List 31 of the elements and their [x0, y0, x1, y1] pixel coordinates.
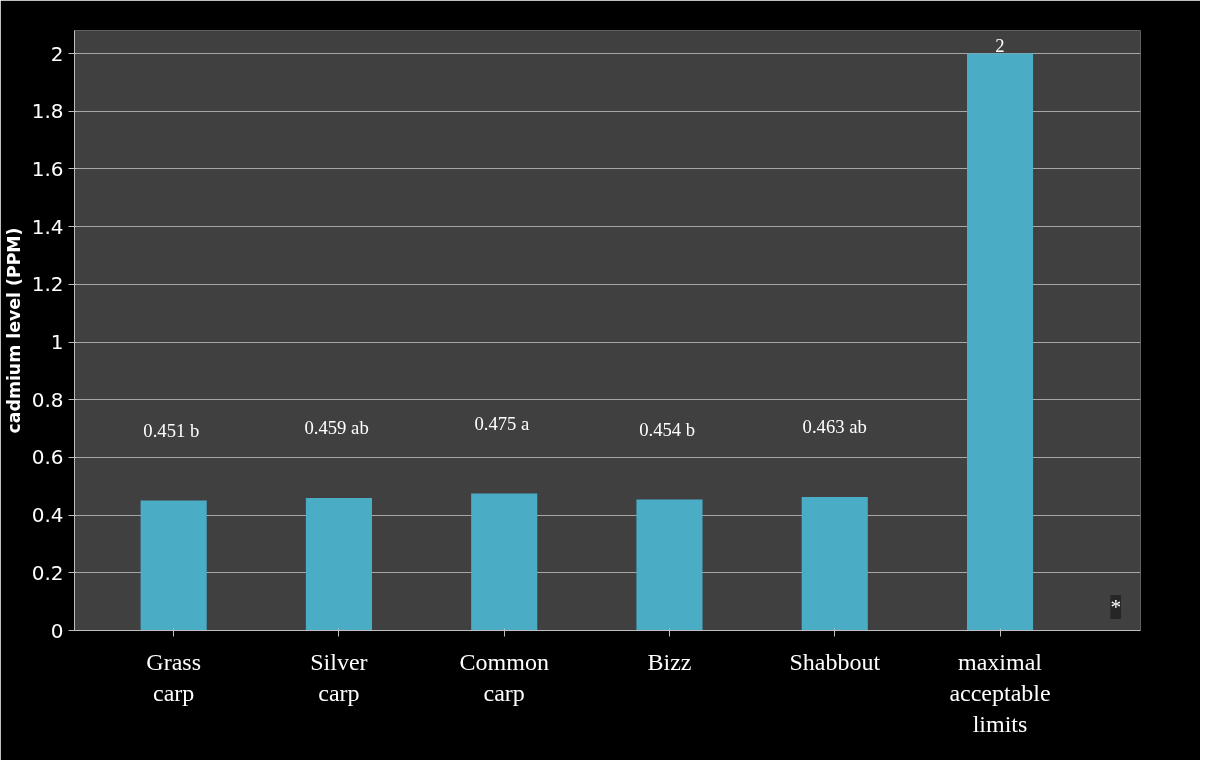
y-tick-label: 1.4 [31, 214, 64, 239]
annotation: * [1110, 594, 1122, 619]
x-tick-label: Shabbout [789, 648, 881, 675]
bar [471, 493, 538, 631]
x-tick-label: Common carp [459, 648, 549, 706]
y-tick-label: 2 [50, 41, 64, 66]
y-tick-label: 0 [50, 618, 64, 643]
y-tick-label: 1.8 [31, 99, 64, 124]
bar [305, 498, 372, 631]
y-tick-label: 1.6 [31, 156, 64, 181]
bar [966, 53, 1034, 631]
y-tick-label: 0.4 [31, 503, 64, 528]
data-label: 0.463 ab [802, 416, 867, 438]
x-tick-label: Silver carp [310, 648, 368, 706]
data-label: 0.454 b [639, 418, 696, 440]
y-axis-title: cadmium level (PPM) [3, 227, 24, 434]
x-tick-label: Grass carp [146, 648, 201, 706]
y-tick-label: 0.6 [31, 445, 64, 470]
y-tick-label: 1 [50, 330, 64, 355]
y-tick-label: 1.2 [31, 272, 64, 297]
data-label: 0.459 ab [304, 417, 369, 439]
y-tick-label: 0.8 [31, 387, 64, 412]
bar [636, 499, 703, 631]
x-tick-label: Bizz [647, 648, 692, 675]
y-tick-label: 0.2 [31, 560, 64, 585]
data-label: 0.451 b [143, 419, 200, 441]
bar [140, 500, 207, 631]
data-label: 2 [995, 34, 1005, 56]
data-label: 0.475 a [474, 412, 531, 434]
bar [801, 496, 868, 631]
x-tick-label: maximal acceptable limits [949, 648, 1051, 737]
